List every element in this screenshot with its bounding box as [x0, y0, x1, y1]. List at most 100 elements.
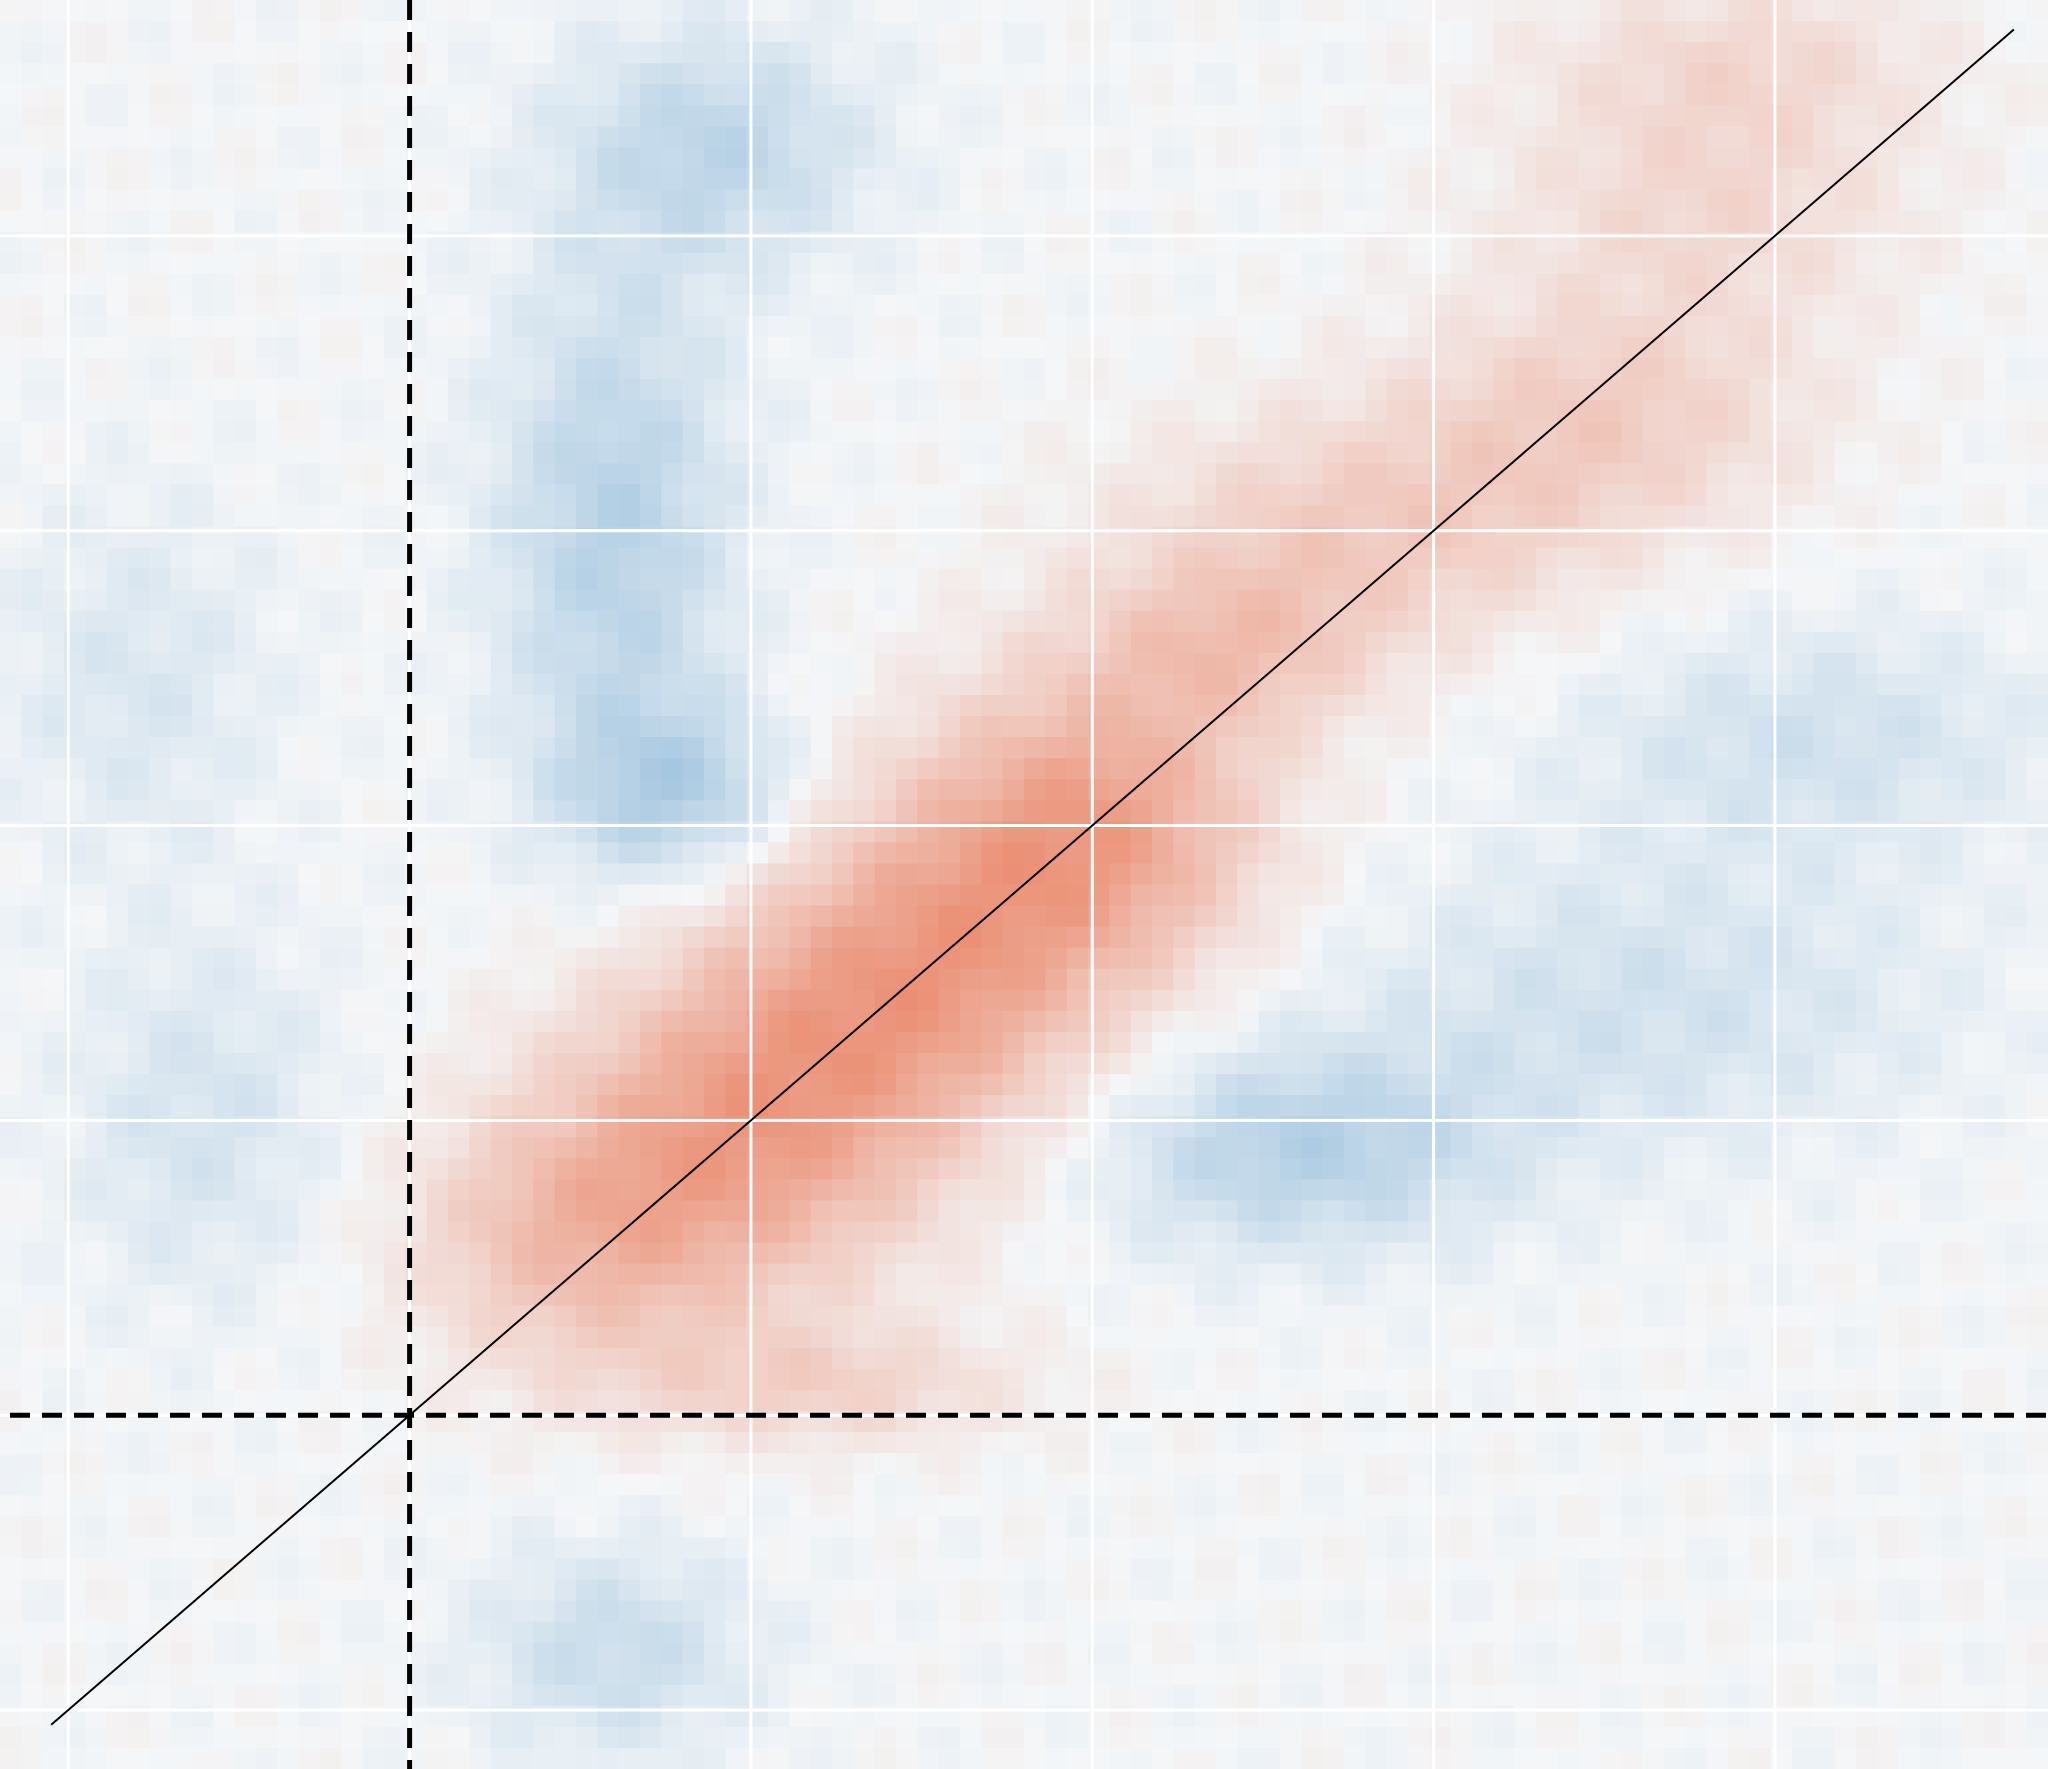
- heatmap-cell: [725, 1074, 748, 1096]
- heatmap-cell: [1258, 400, 1281, 422]
- heatmap-cell: [213, 926, 236, 949]
- heatmap-cell: [576, 21, 598, 43]
- heatmap-cell: [981, 1010, 1004, 1033]
- heatmap-cell: [1664, 126, 1686, 149]
- heatmap-cell: [1024, 379, 1046, 401]
- heatmap-cell: [661, 1052, 684, 1075]
- heatmap-cell: [1621, 989, 1644, 1012]
- heatmap-cell: [42, 126, 65, 149]
- heatmap-cell: [1408, 716, 1430, 738]
- heatmap-cell: [1472, 547, 1494, 570]
- heatmap-cell: [1536, 358, 1558, 380]
- heatmap-cell: [661, 1074, 684, 1096]
- heatmap-cell: [981, 589, 1004, 612]
- heatmap-cell: [682, 63, 705, 85]
- heatmap-cell: [341, 800, 364, 822]
- heatmap-cell: [981, 547, 1004, 570]
- heatmap-cell: [128, 800, 150, 822]
- heatmap-cell: [1984, 336, 2006, 359]
- heatmap-cell: [1045, 84, 1068, 106]
- heatmap-cell: [1514, 779, 1537, 801]
- heatmap-cell: [384, 147, 406, 170]
- heatmap-cell: [1621, 379, 1644, 401]
- heatmap-cell: [1280, 737, 1302, 759]
- heatmap-cell: [1301, 1010, 1324, 1033]
- heatmap-cell: [1002, 210, 1025, 233]
- heatmap-cell: [554, 442, 577, 464]
- heatmap-cell: [1109, 547, 1132, 570]
- heatmap-cell: [1024, 547, 1046, 570]
- heatmap-cell: [362, 842, 385, 865]
- heatmap-cell: [597, 42, 620, 64]
- heatmap-cell: [106, 1031, 129, 1054]
- heatmap-cell: [789, 863, 812, 886]
- heatmap-cell: [1472, 926, 1494, 949]
- heatmap-cell: [810, 842, 833, 865]
- heatmap-cell: [384, 358, 406, 380]
- heatmap-cell: [512, 694, 534, 717]
- heatmap-cell: [1536, 105, 1558, 127]
- heatmap-cell: [1834, 0, 1857, 22]
- heatmap-cell: [1514, 126, 1537, 149]
- heatmap-cell: [1130, 105, 1153, 127]
- heatmap-cell: [1962, 716, 1985, 738]
- heatmap-cell: [832, 0, 854, 22]
- heatmap-cell: [1130, 1031, 1153, 1054]
- heatmap-cell: [640, 737, 662, 759]
- heatmap-cell: [1536, 1010, 1558, 1033]
- heatmap-cell: [1898, 189, 1921, 212]
- heatmap-cell: [1621, 568, 1644, 591]
- heatmap-cell: [1386, 189, 1409, 212]
- heatmap-cell: [874, 737, 897, 759]
- heatmap-cell: [0, 631, 22, 654]
- heatmap-cell: [1792, 189, 1814, 212]
- heatmap-cell: [85, 189, 108, 212]
- heatmap-cell: [1066, 84, 1089, 106]
- heatmap-cell: [1002, 589, 1025, 612]
- heatmap-cell: [469, 1010, 492, 1033]
- heatmap-cell: [789, 926, 812, 949]
- heatmap-cell: [1258, 694, 1281, 717]
- heatmap-cell: [1344, 379, 1366, 401]
- heatmap-cell: [618, 147, 641, 170]
- heatmap-cell: [1386, 673, 1409, 696]
- heatmap-cell: [1877, 273, 1900, 296]
- heatmap-cell: [1130, 63, 1153, 85]
- heatmap-cell: [554, 589, 577, 612]
- heatmap-cell: [554, 42, 577, 64]
- heatmap-cell: [2026, 968, 2048, 991]
- heatmap-cell: [1749, 0, 1772, 22]
- heatmap-cell: [1002, 168, 1025, 191]
- heatmap-cell: [874, 63, 897, 85]
- heatmap-cell: [170, 1010, 193, 1033]
- heatmap-cell: [1813, 42, 1836, 64]
- heatmap-cell: [533, 884, 556, 907]
- heatmap-cell: [1344, 758, 1366, 780]
- heatmap-cell: [1813, 968, 1836, 991]
- heatmap-cell: [597, 1031, 620, 1054]
- heatmap-cell: [618, 800, 641, 822]
- heatmap-cell: [1728, 105, 1750, 127]
- heatmap-cell: [1280, 779, 1302, 801]
- heatmap-cell: [1450, 758, 1473, 780]
- heatmap-cell: [1962, 779, 1985, 801]
- heatmap-cell: [1258, 884, 1281, 907]
- heatmap-cell: [1621, 1074, 1644, 1096]
- heatmap-cell: [1322, 673, 1345, 696]
- heatmap-cell: [256, 210, 278, 233]
- heatmap-cell: [1066, 694, 1089, 717]
- heatmap-cell: [725, 547, 748, 570]
- heatmap-cell: [725, 779, 748, 801]
- heatmap-cell: [2026, 168, 2048, 191]
- heatmap-cell: [1344, 84, 1366, 106]
- heatmap-cell: [1386, 421, 1409, 443]
- heatmap-cell: [682, 610, 705, 633]
- heatmap-cell: [426, 631, 449, 654]
- heatmap-cell: [213, 336, 236, 359]
- heatmap-cell: [490, 21, 513, 43]
- heatmap-cell: [1066, 21, 1089, 43]
- heatmap-cell: [490, 631, 513, 654]
- heatmap-cell: [981, 652, 1004, 675]
- heatmap-cell: [576, 716, 598, 738]
- heatmap-cell: [1920, 442, 1942, 464]
